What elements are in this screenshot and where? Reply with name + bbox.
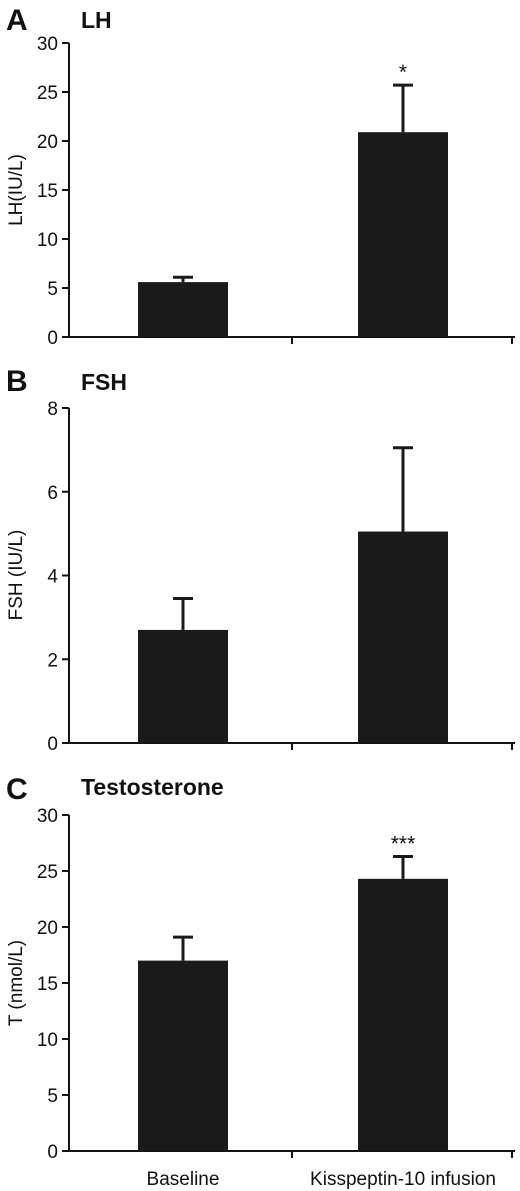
bar-baseline [138,282,228,337]
panel-letter: B [6,365,28,398]
y-tick-label: 30 [37,34,58,55]
bar-kisspeptin-10-infusion [358,531,448,743]
panel-b: B FSH 0 2 4 6 8 FSH (IU/L) [6,365,515,755]
y-tick-label: 30 [37,806,58,827]
y-tick-label: 20 [37,918,58,939]
y-tick-label: 0 [47,1142,58,1163]
panel-title: LH [81,7,112,33]
y-tick-label: 6 [47,483,58,504]
category-label: Baseline [147,1169,220,1190]
significance-marker: * [399,61,407,84]
panel-c: C Testosterone 0 5 10 15 20 25 30 T (nmol/L) *** Ba… [6,773,515,1190]
y-axis-label: T (nmol/L) [6,940,27,1026]
bar-kisspeptin-10-infusion [358,132,448,337]
bar-baseline [138,629,228,743]
y-tick-label: 10 [37,1030,58,1051]
panel-title: Testosterone [81,774,224,800]
panel-title: FSH [81,369,127,395]
panel-a: A LH 0 5 10 15 20 25 30 LH(IU/L) * [6,4,515,349]
y-axis-label: FSH (IU/L) [6,530,27,621]
y-tick-label: 20 [37,132,58,153]
bar-baseline [138,960,228,1151]
y-axis-label: LH(IU/L) [6,154,27,226]
category-label: Kisspeptin-10 infusion [310,1169,496,1190]
y-tick-label: 2 [47,650,58,671]
y-tick-label: 5 [47,279,58,300]
y-tick-label: 15 [37,974,58,995]
y-tick-label: 15 [37,181,58,202]
significance-marker: *** [391,832,416,855]
y-tick-label: 0 [47,734,58,755]
y-tick-label: 25 [37,862,58,883]
y-tick-label: 5 [47,1086,58,1107]
y-tick-label: 0 [47,328,58,349]
panel-letter: A [6,4,28,37]
y-tick-label: 4 [47,567,58,588]
y-tick-label: 25 [37,83,58,104]
bar-kisspeptin-10-infusion [358,878,448,1151]
panel-letter: C [6,773,28,806]
y-tick-label: 8 [47,399,58,420]
y-tick-label: 10 [37,230,58,251]
